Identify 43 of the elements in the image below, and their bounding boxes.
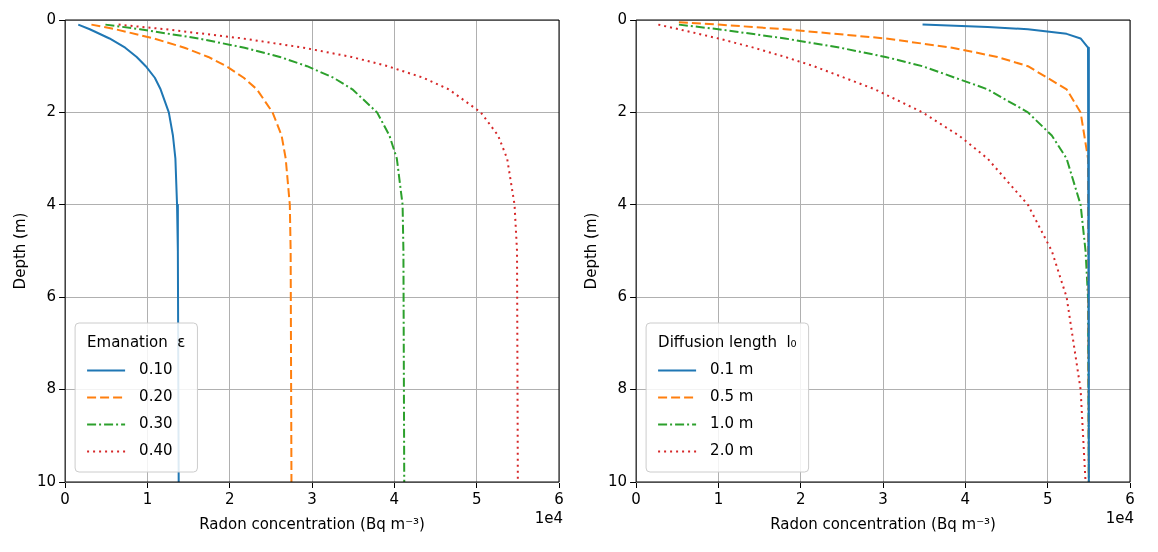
y-tick-label: 8 [617,379,628,398]
legend-label: 0.1 m [710,360,754,379]
legend-label: 0.20 [139,387,173,406]
legend-label: 0.10 [139,360,173,379]
x-tick-label: 6 [1125,489,1135,508]
x-tick-label: 0 [631,489,641,508]
legend-label: 0.5 m [710,387,754,406]
legend-label: 0.40 [139,441,173,460]
y-tick-label: 4 [617,194,628,213]
x-tick-label: 3 [307,489,317,508]
x-tick-label: 2 [224,489,235,508]
x-tick-label: 0 [60,489,70,508]
legend-label: 1.0 m [710,414,754,433]
x-tick-label: 4 [389,489,400,508]
y-tick-label: 6 [617,287,628,306]
y-tick-label: 2 [46,102,57,121]
x-tick-label: 4 [960,489,971,508]
text: 1e4 [1105,509,1134,528]
legend-title: Diffusion length l₀ [658,333,797,352]
text: 1e4 [534,509,563,528]
y-axis-title: Depth (m) [581,212,600,290]
legend-label: 0.30 [139,414,173,433]
x-tick-label: 5 [1042,489,1053,508]
y-tick-label: 2 [617,102,628,121]
x-axis-title: Radon concentration (Bq m⁻³) [770,514,996,533]
y-axis-title: Depth (m) [10,212,29,290]
y-tick-label: 6 [46,287,57,306]
x-tick-label: 2 [795,489,806,508]
x-axis-title: Radon concentration (Bq m⁻³) [199,514,425,533]
x-tick-label: 1 [713,489,724,508]
x-tick-label: 1 [142,489,153,508]
y-tick-label: 0 [617,9,628,28]
x-tick-label: 6 [554,489,564,508]
x-tick-label: 5 [471,489,482,508]
legend-title: Emanation ε [87,333,186,352]
y-tick-label: 0 [46,9,57,28]
legend-label: 2.0 m [710,441,754,460]
y-tick-label: 4 [46,194,57,213]
y-tick-label: 10 [36,471,57,490]
line-series [90,23,293,482]
x-tick-label: 3 [878,489,888,508]
y-tick-label: 10 [607,471,628,490]
y-tick-label: 8 [46,379,57,398]
